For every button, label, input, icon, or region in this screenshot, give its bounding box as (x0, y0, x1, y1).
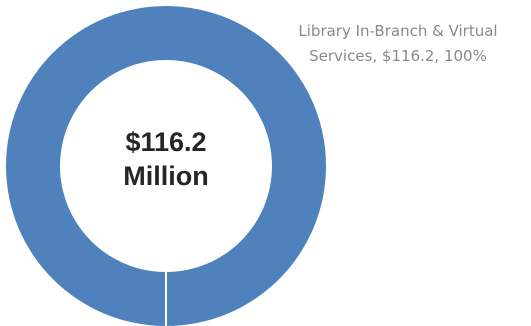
center-label-value: $116.2 (125, 127, 206, 157)
donut-hole (60, 60, 272, 272)
slice-data-label-line-2: Services, $116.2, 100% (309, 47, 487, 65)
center-label-unit: Million (123, 161, 208, 191)
slice-data-label-line-1: Library In-Branch & Virtual (298, 22, 497, 40)
